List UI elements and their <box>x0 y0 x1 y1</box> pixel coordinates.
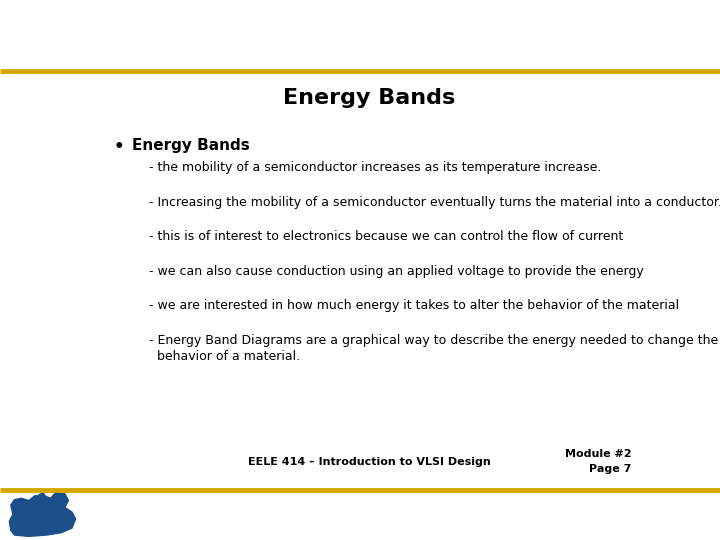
Polygon shape <box>36 492 47 500</box>
Text: Energy Bands: Energy Bands <box>283 87 455 107</box>
Text: - this is of interest to electronics because we can control the flow of current: - this is of interest to electronics bec… <box>148 230 623 244</box>
Polygon shape <box>52 492 61 500</box>
Text: - we are interested in how much energy it takes to alter the behavior of the mat: - we are interested in how much energy i… <box>148 299 679 312</box>
Text: - we can also cause conduction using an applied voltage to provide the energy: - we can also cause conduction using an … <box>148 265 644 278</box>
Text: Energy Bands: Energy Bands <box>132 138 250 153</box>
Text: •: • <box>114 138 124 156</box>
Text: Page 7: Page 7 <box>589 464 631 474</box>
Text: EELE 414 – Introduction to VLSI Design: EELE 414 – Introduction to VLSI Design <box>248 457 490 467</box>
Text: - Increasing the mobility of a semiconductor eventually turns the material into : - Increasing the mobility of a semicondu… <box>148 196 720 209</box>
Polygon shape <box>9 492 76 536</box>
Text: - the mobility of a semiconductor increases as its temperature increase.: - the mobility of a semiconductor increa… <box>148 161 601 174</box>
Text: - Energy Band Diagrams are a graphical way to describe the energy needed to chan: - Energy Band Diagrams are a graphical w… <box>148 334 718 363</box>
Text: Module #2: Module #2 <box>564 449 631 460</box>
